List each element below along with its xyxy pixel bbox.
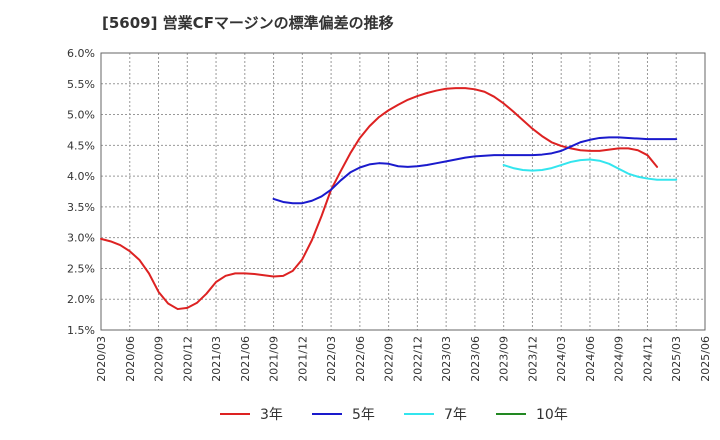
- x-tick-label: 2023/12: [526, 336, 539, 382]
- y-tick-label: 6.0%: [67, 47, 95, 60]
- y-tick-label: 5.5%: [67, 78, 95, 91]
- x-tick-label: 2024/09: [613, 336, 626, 382]
- series-line: [100, 87, 659, 311]
- legend-label: 10年: [536, 407, 568, 423]
- x-tick-label: 2021/06: [239, 336, 252, 382]
- x-tick-label: 2022/03: [325, 336, 338, 382]
- y-tick-label: 2.5%: [67, 262, 95, 275]
- x-tick-label: 2025/03: [670, 336, 683, 382]
- y-tick-label: 2.0%: [67, 293, 95, 306]
- chart-title: [5609] 営業CFマージンの標準偏差の推移: [102, 14, 394, 32]
- legend-label: 5年: [352, 407, 375, 423]
- x-tick-label: 2024/03: [555, 336, 568, 382]
- x-tick-label: 2024/12: [641, 336, 654, 382]
- x-tick-label: 2020/06: [124, 336, 137, 382]
- x-tick-label: 2025/06: [699, 336, 712, 382]
- x-tick-label: 2024/06: [584, 336, 597, 382]
- series-line: [502, 158, 678, 181]
- x-tick-label: 2021/09: [268, 336, 281, 382]
- y-tick-label: 5.0%: [67, 109, 95, 122]
- x-tick-label: 2020/03: [95, 336, 108, 382]
- legend-label: 3年: [260, 407, 283, 423]
- x-tick-label: 2022/12: [411, 336, 424, 382]
- x-tick-label: 2021/03: [210, 336, 223, 382]
- x-tick-label: 2020/12: [181, 336, 194, 382]
- series-line: [272, 136, 678, 205]
- x-tick-label: 2022/09: [383, 336, 396, 382]
- x-tick-label: 2023/03: [440, 336, 453, 382]
- x-tick-label: 2023/09: [498, 336, 511, 382]
- x-tick-label: 2020/09: [153, 336, 166, 382]
- plot-frame: [100, 52, 706, 331]
- plot-area: [101, 53, 705, 330]
- y-tick-label: 4.0%: [67, 170, 95, 183]
- legend-label: 7年: [444, 407, 467, 423]
- x-tick-label: 2022/06: [354, 336, 367, 382]
- y-tick-label: 1.5%: [67, 324, 95, 337]
- y-tick-label: 3.0%: [67, 232, 95, 245]
- x-tick-label: 2021/12: [296, 336, 309, 382]
- y-tick-label: 4.5%: [67, 139, 95, 152]
- y-tick-label: 3.5%: [67, 201, 95, 214]
- x-tick-label: 2023/06: [469, 336, 482, 382]
